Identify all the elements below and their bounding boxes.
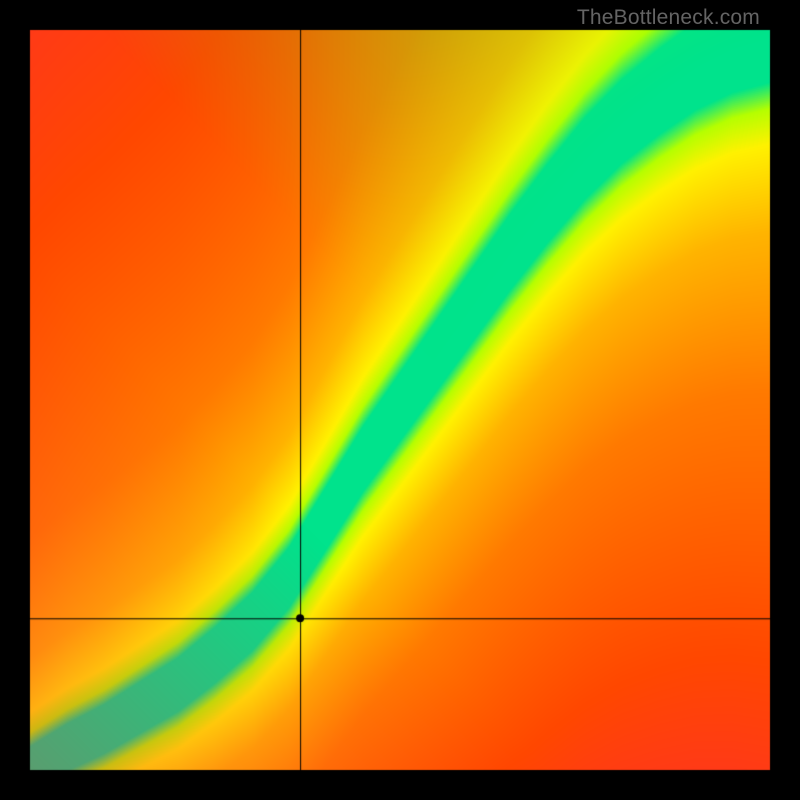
watermark-label: TheBottleneck.com	[577, 6, 760, 30]
bottleneck-heatmap	[0, 0, 800, 800]
